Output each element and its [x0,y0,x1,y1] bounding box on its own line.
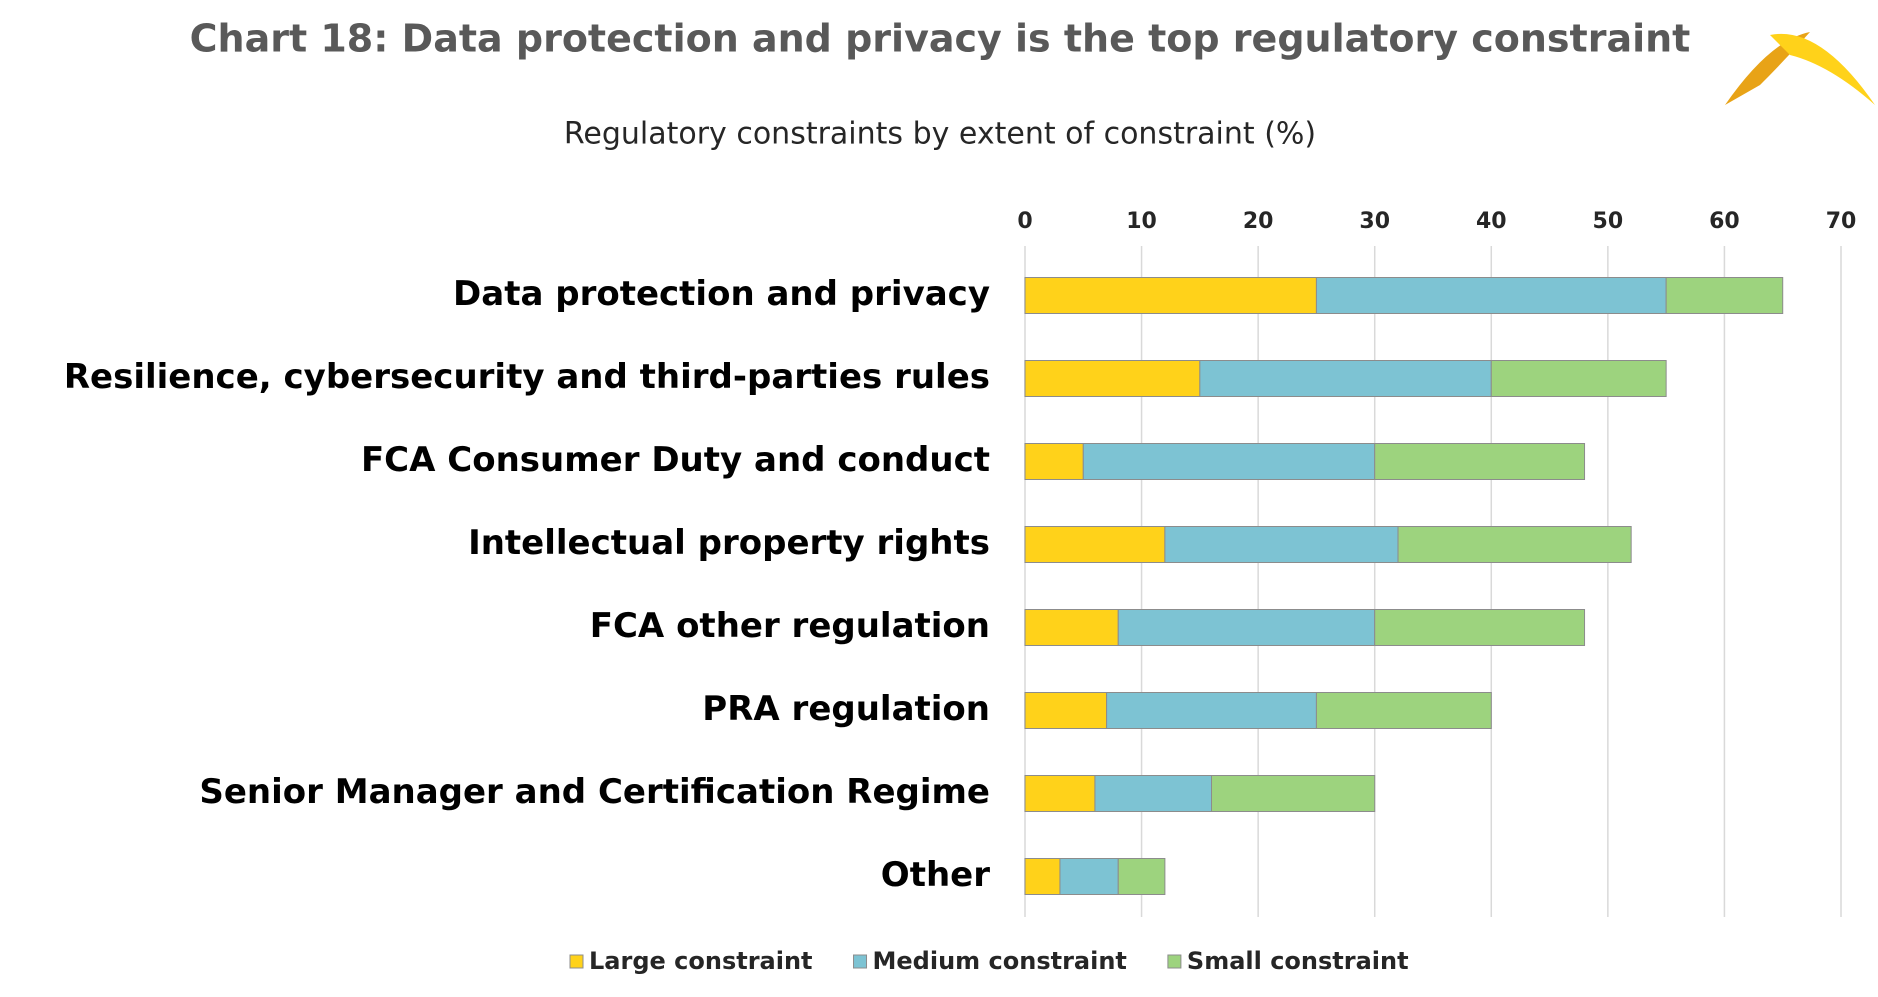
bar-segment [1024,692,1108,729]
bar-segment [1024,775,1096,812]
y-tick-label: FCA Consumer Duty and conduct [361,440,990,480]
bar-segment [1199,360,1492,397]
y-tick-label: FCA other regulation [590,606,990,646]
x-tick-label: 60 [1709,209,1740,234]
bar-segment [1490,360,1667,397]
legend-swatch [853,954,868,969]
legend-swatch [569,954,584,969]
chart-title: Chart 18: Data protection and privacy is… [190,17,1691,61]
chart-subtitle: Regulatory constraints by extent of cons… [564,117,1316,152]
y-tick-label: Intellectual property rights [468,523,990,563]
bar-segment [1094,775,1213,812]
legend-swatch [1167,954,1182,969]
bar-segment [1024,858,1061,895]
bar-segment [1024,277,1317,314]
bar-segment [1164,526,1399,563]
bar-segment [1024,609,1119,646]
bar-segment [1397,526,1632,563]
bar-segment [1315,277,1667,314]
legend-label: Small constraint [1187,947,1409,975]
bar-segment [1374,443,1586,480]
x-tick-label: 70 [1826,209,1857,234]
bar-segment [1082,443,1376,480]
x-tick-label: 30 [1359,209,1390,234]
logo [1725,32,1875,106]
y-tick-label: PRA regulation [702,689,990,729]
x-tick-label: 40 [1476,209,1507,234]
x-tick-label: 10 [1126,209,1157,234]
logo-yellow [1770,33,1875,106]
x-tick-label: 50 [1593,209,1624,234]
x-tick-label: 0 [1017,209,1032,234]
y-tick-label: Other [881,855,990,895]
y-tick-label: Senior Manager and Certification Regime [199,772,990,812]
bar-segment [1665,277,1784,314]
legend-label: Medium constraint [873,947,1127,975]
y-tick-label: Data protection and privacy [453,274,990,314]
bar-segment [1117,858,1166,895]
bar-segment [1024,526,1166,563]
bar-segment [1117,609,1376,646]
x-tick-label: 20 [1243,209,1274,234]
bar-segment [1374,609,1586,646]
bar-segment [1211,775,1376,812]
bar-segment [1024,360,1201,397]
bar-segment [1315,692,1492,729]
bar-segment [1106,692,1317,729]
legend-label: Large constraint [589,947,813,975]
bar-segment [1024,443,1084,480]
bar-segment [1059,858,1119,895]
y-tick-label: Resilience, cybersecurity and third-part… [64,357,990,397]
